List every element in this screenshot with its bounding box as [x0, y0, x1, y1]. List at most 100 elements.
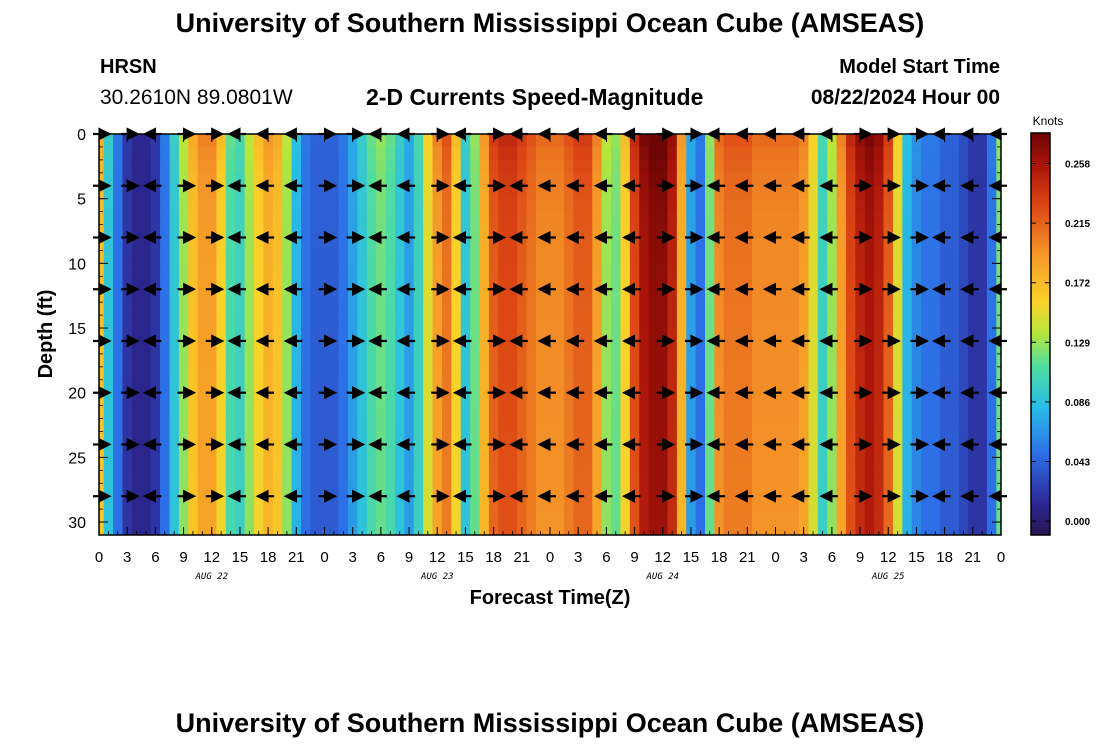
heatmap-cell	[564, 185, 574, 200]
heatmap-cell	[103, 289, 114, 303]
heatmap-cell	[366, 340, 377, 355]
heatmap-cell	[432, 353, 443, 368]
heatmap-cell	[498, 470, 509, 484]
heatmap-cell	[160, 185, 170, 200]
heatmap-cell	[160, 522, 170, 536]
heatmap-cell	[930, 224, 941, 238]
heatmap-cell	[254, 405, 264, 419]
heatmap-cell	[272, 250, 283, 264]
heatmap-cell	[780, 418, 790, 432]
heatmap-cell	[291, 237, 302, 251]
heatmap-cell	[686, 211, 697, 225]
heatmap-cell	[366, 237, 377, 251]
heatmap-cell	[535, 496, 546, 510]
heatmap-cell	[864, 366, 875, 381]
heatmap-cell	[968, 302, 978, 316]
heatmap-cell	[254, 159, 264, 174]
heatmap-cell	[535, 444, 546, 458]
heatmap-cell	[272, 509, 283, 523]
heatmap-cell	[413, 211, 424, 225]
heatmap-cell	[874, 366, 884, 381]
heatmap-cell	[611, 146, 621, 161]
heatmap-cell	[451, 211, 462, 225]
heatmap-cell	[968, 431, 978, 445]
heatmap-cell	[789, 353, 800, 368]
heatmap-cell	[874, 276, 884, 290]
heatmap-cell	[225, 483, 236, 497]
heatmap-cell	[263, 483, 274, 497]
heatmap-cell	[535, 366, 546, 381]
heatmap-cell	[113, 509, 123, 523]
heatmap-cell	[883, 457, 894, 471]
heatmap-cell	[874, 185, 884, 200]
heatmap-cell	[366, 198, 377, 213]
heatmap-cell	[282, 431, 293, 445]
heatmap-cell	[949, 366, 960, 381]
heatmap-cell	[808, 392, 819, 407]
model-start-value: 08/22/2024 Hour 00	[810, 86, 1000, 109]
heatmap-cell	[526, 431, 537, 445]
heatmap-cell	[451, 315, 462, 329]
heatmap-cell	[507, 483, 518, 497]
heatmap-cell	[169, 250, 180, 264]
heatmap-cell	[404, 496, 415, 510]
heatmap-cell	[169, 392, 180, 407]
heatmap-cell	[939, 379, 950, 394]
heatmap-cell	[752, 302, 762, 316]
heatmap-cell	[977, 263, 988, 277]
heatmap-cell	[864, 134, 875, 148]
heatmap-cell	[864, 509, 875, 523]
heatmap-cell	[817, 159, 828, 174]
heatmap-cell	[921, 431, 931, 445]
heatmap-cell	[291, 198, 302, 213]
heatmap-cell	[282, 224, 293, 238]
heatmap-cell	[639, 159, 650, 174]
heatmap-cell	[902, 496, 913, 510]
heatmap-cell	[921, 328, 931, 342]
heatmap-cell	[667, 159, 678, 174]
heatmap-cell	[99, 483, 105, 497]
heatmap-cell	[639, 340, 650, 355]
heatmap-cell	[789, 366, 800, 381]
heatmap-cell	[874, 405, 884, 419]
heatmap-cell	[930, 379, 941, 394]
heatmap-cell	[977, 522, 988, 536]
heatmap-cell	[827, 444, 837, 458]
heatmap-cell	[470, 315, 480, 329]
heatmap-cell	[648, 470, 659, 484]
heatmap-cell	[432, 366, 443, 381]
heatmap-cell	[197, 185, 208, 200]
heatmap-cell	[949, 431, 960, 445]
heatmap-cell	[836, 392, 847, 407]
heatmap-cell	[789, 237, 800, 251]
heatmap-cell	[545, 483, 556, 497]
heatmap-cell	[338, 405, 349, 419]
heatmap-cell	[225, 289, 236, 303]
heatmap-cell	[864, 237, 875, 251]
footer-title: University of Southern Mississippi Ocean…	[175, 708, 925, 738]
colorbar-tick-label: 0.086	[1065, 398, 1090, 409]
heatmap-cell	[225, 353, 236, 368]
heatmap-cell	[620, 470, 631, 484]
x-tick-label: 12	[654, 549, 671, 566]
heatmap-cell	[930, 211, 941, 225]
heatmap-cell	[310, 444, 321, 458]
heatmap-cell	[761, 405, 772, 419]
heatmap-cell	[949, 289, 960, 303]
heatmap-cell	[441, 522, 452, 536]
heatmap-cell	[169, 366, 180, 381]
heatmap-cell	[103, 263, 114, 277]
heatmap-cell	[545, 185, 556, 200]
heatmap-cell	[404, 340, 415, 355]
heatmap-cell	[178, 250, 189, 264]
heatmap-cell	[733, 496, 744, 510]
heatmap-cell	[808, 198, 819, 213]
heatmap-cell	[263, 185, 274, 200]
heatmap-cell	[479, 211, 490, 225]
heatmap-cell	[131, 418, 142, 432]
heatmap-cell	[385, 263, 396, 277]
heatmap-cell	[263, 159, 274, 174]
heatmap-cell	[451, 353, 462, 368]
heatmap-cell	[845, 237, 856, 251]
heatmap-cell	[263, 379, 274, 394]
